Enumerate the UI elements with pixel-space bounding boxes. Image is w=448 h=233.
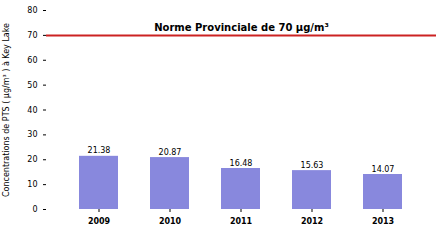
- svg-text:0: 0: [32, 205, 37, 214]
- svg-text:80: 80: [27, 6, 37, 15]
- svg-text:Concentrations de PTS ( μg/m³: Concentrations de PTS ( μg/m³ ) à Key La…: [2, 23, 11, 197]
- svg-text:20: 20: [27, 155, 37, 164]
- svg-text:60: 60: [27, 56, 37, 65]
- svg-text:2012: 2012: [301, 217, 323, 226]
- svg-text:15.63: 15.63: [301, 161, 324, 170]
- svg-text:14.07: 14.07: [372, 165, 395, 174]
- svg-text:2013: 2013: [372, 217, 394, 226]
- svg-text:2009: 2009: [88, 217, 111, 226]
- svg-text:21.38: 21.38: [88, 146, 111, 155]
- svg-text:2011: 2011: [230, 217, 253, 226]
- svg-text:30: 30: [27, 130, 37, 139]
- svg-text:50: 50: [27, 81, 37, 90]
- svg-text:70: 70: [27, 31, 37, 40]
- svg-text:10: 10: [27, 180, 37, 189]
- svg-text:Norme Provinciale de 70 μg/m³: Norme Provinciale de 70 μg/m³: [154, 22, 329, 33]
- svg-text:16.48: 16.48: [230, 159, 253, 168]
- svg-text:40: 40: [27, 106, 37, 115]
- svg-text:20.87: 20.87: [159, 148, 182, 157]
- svg-text:2010: 2010: [159, 217, 182, 226]
